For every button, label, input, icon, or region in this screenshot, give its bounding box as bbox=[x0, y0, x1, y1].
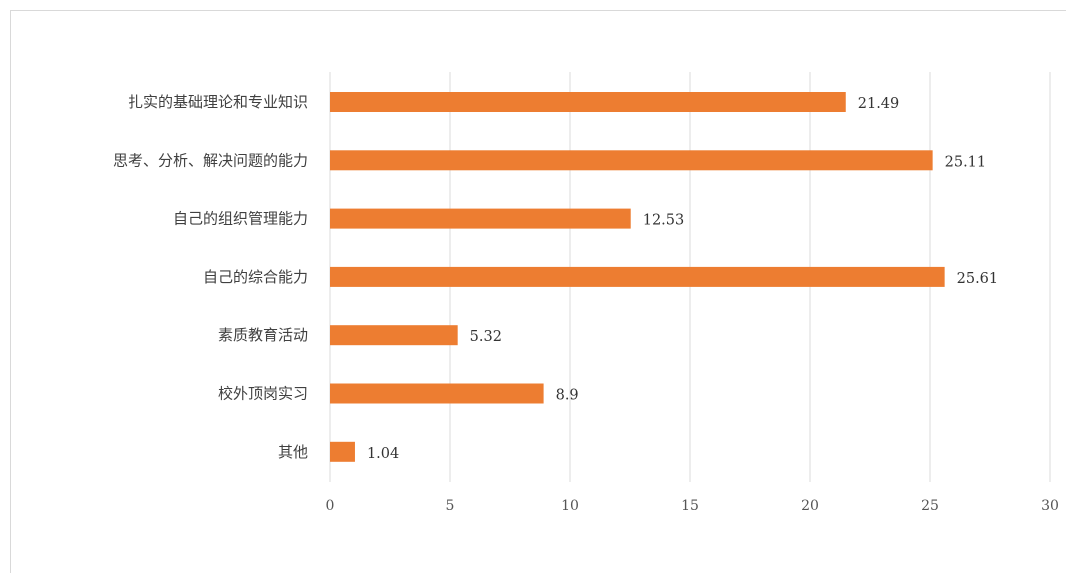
x-tick-label: 5 bbox=[446, 498, 455, 514]
bar bbox=[330, 325, 458, 346]
category-label: 扎实的基础理论和专业知识 bbox=[128, 93, 308, 111]
data-label: 25.11 bbox=[945, 154, 987, 170]
bar bbox=[330, 441, 355, 462]
category-label: 素质教育活动 bbox=[218, 326, 308, 344]
data-label: 1.04 bbox=[367, 446, 399, 462]
category-label: 其他 bbox=[278, 443, 308, 461]
data-label: 25.61 bbox=[957, 271, 999, 287]
data-label: 21.49 bbox=[858, 96, 900, 112]
category-label: 思考、分析、解决问题的能力 bbox=[113, 151, 308, 169]
x-tick-label: 15 bbox=[681, 498, 699, 514]
data-label: 5.32 bbox=[470, 329, 502, 345]
category-label: 自己的综合能力 bbox=[203, 268, 308, 286]
bar bbox=[330, 383, 544, 404]
category-label: 自己的组织管理能力 bbox=[173, 210, 308, 228]
x-tick-label: 30 bbox=[1041, 498, 1059, 514]
x-tick-label: 10 bbox=[561, 498, 579, 514]
x-tick-label: 0 bbox=[326, 498, 335, 514]
data-label: 8.9 bbox=[556, 388, 579, 404]
bar bbox=[330, 92, 846, 112]
bar bbox=[330, 150, 933, 171]
x-tick-label: 20 bbox=[801, 498, 819, 514]
data-label: 12.53 bbox=[643, 213, 685, 229]
category-label: 校外顶岗实习 bbox=[218, 385, 308, 403]
x-tick-label: 25 bbox=[921, 498, 939, 514]
bar bbox=[330, 266, 945, 287]
bar bbox=[330, 208, 631, 229]
